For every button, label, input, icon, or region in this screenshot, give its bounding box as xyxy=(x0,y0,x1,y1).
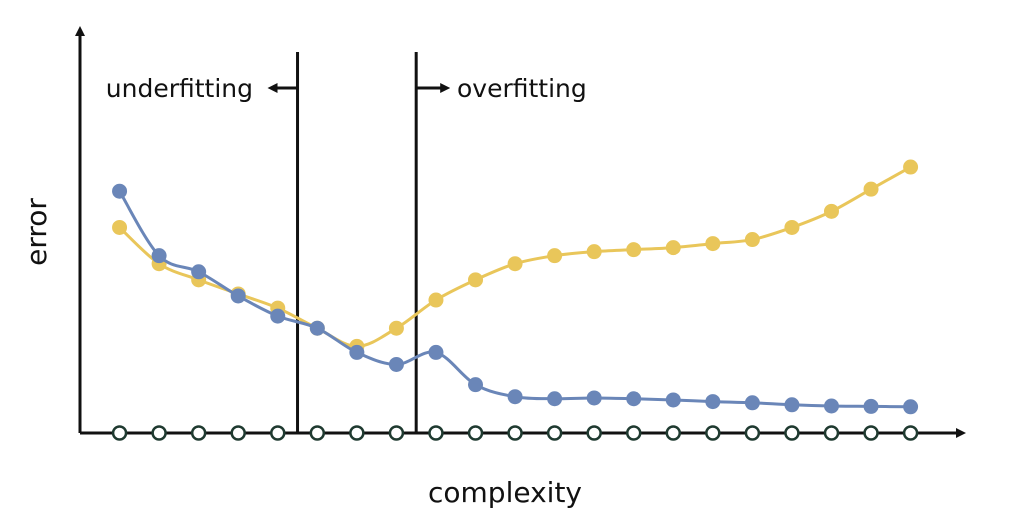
series-1-point xyxy=(151,248,167,264)
series-2-point xyxy=(705,236,721,252)
series-2-point xyxy=(626,242,642,258)
baseline-marker xyxy=(467,425,484,441)
baseline-marker xyxy=(705,425,721,441)
series-layer xyxy=(112,159,919,415)
baseline-marker xyxy=(586,425,602,441)
series-1-point xyxy=(507,389,523,405)
series-2-point xyxy=(586,244,602,260)
series-2-point xyxy=(784,219,800,235)
y-axis-label: error xyxy=(20,198,53,266)
baseline-marker xyxy=(428,425,444,441)
series-1-point xyxy=(428,344,444,360)
baseline-marker xyxy=(151,425,167,441)
baseline-marker xyxy=(665,425,682,441)
baseline-marker xyxy=(270,425,286,441)
baseline-marker xyxy=(309,425,326,441)
series-2-point xyxy=(823,203,839,219)
x-axis-label: complexity xyxy=(428,476,582,509)
series-1-point xyxy=(349,344,365,360)
baseline-marker xyxy=(823,425,840,441)
series-1-point xyxy=(388,356,404,372)
series-1-point xyxy=(270,308,286,324)
series-2-point xyxy=(547,248,563,264)
series-2-point xyxy=(665,240,681,256)
series-1-point xyxy=(744,395,760,411)
series-1-point xyxy=(665,392,681,408)
baseline-markers xyxy=(111,425,919,441)
series-2-point xyxy=(744,232,760,248)
series-1-point xyxy=(468,377,484,393)
baseline-marker xyxy=(546,425,563,441)
series-2-point xyxy=(388,320,404,336)
series-1-point xyxy=(309,320,325,336)
baseline-marker xyxy=(863,425,879,441)
series-1-point xyxy=(586,390,602,406)
series-1-point xyxy=(112,183,128,199)
baseline-marker xyxy=(784,425,800,441)
series-2-point xyxy=(507,256,523,272)
series-2-point xyxy=(428,292,444,308)
series-2-point xyxy=(468,272,484,288)
series-1-point xyxy=(626,391,642,407)
baseline-marker xyxy=(230,425,246,441)
series-1-point xyxy=(784,397,800,413)
baseline-marker xyxy=(349,425,365,441)
baseline-marker xyxy=(190,425,207,441)
series-2-point xyxy=(863,181,879,197)
series-1-point xyxy=(823,398,839,414)
baseline-marker xyxy=(744,425,761,441)
baseline-marker xyxy=(388,425,405,441)
baseline-marker xyxy=(507,425,523,441)
series-1-point xyxy=(705,394,721,410)
series-1-point xyxy=(903,399,919,415)
baseline-marker xyxy=(625,425,642,441)
series-1-point xyxy=(863,398,879,414)
series-2-point xyxy=(112,219,128,235)
baseline-marker xyxy=(902,425,919,441)
series-1-point xyxy=(191,264,207,280)
series-1-point xyxy=(547,391,563,407)
baseline-marker xyxy=(111,425,128,441)
series-2-point xyxy=(903,159,919,175)
underfitting-label: underfitting xyxy=(106,74,253,103)
overfitting-label: overfitting xyxy=(457,74,587,103)
series-1-point xyxy=(230,288,246,304)
